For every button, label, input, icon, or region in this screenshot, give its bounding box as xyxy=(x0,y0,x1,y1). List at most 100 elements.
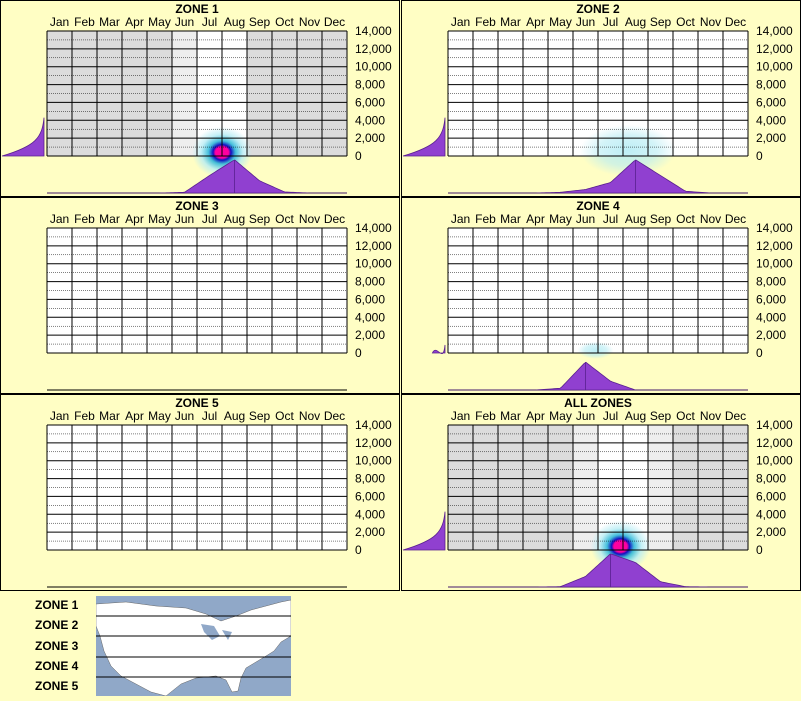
month-label: Jan xyxy=(50,15,69,29)
month-label: May xyxy=(549,212,572,226)
elevation-tick-label: 14,000 xyxy=(355,24,392,38)
elevation-tick-label: 0 xyxy=(355,543,362,557)
panel-border xyxy=(0,197,400,394)
month-label: Jan xyxy=(50,212,69,226)
month-label: May xyxy=(148,212,171,226)
gray-month-band xyxy=(72,31,97,156)
month-label: Jul xyxy=(603,15,618,29)
elevation-tick-label: 14,000 xyxy=(756,418,793,432)
zone-panel: ZONE 1 Jan Feb Mar Apr May Jun Jul Aug Sep Oct Nov D… xyxy=(0,0,400,197)
month-distribution-curve xyxy=(448,361,748,391)
legend-zone-5: ZONE 5 xyxy=(35,679,79,693)
elevation-tick-label: 0 xyxy=(756,346,763,360)
elevation-tick-label: 4,000 xyxy=(355,310,385,324)
elevation-tick-label: 6,000 xyxy=(756,489,786,503)
month-label: Sep xyxy=(249,15,271,29)
elevation-tick-label: 2,000 xyxy=(355,328,385,342)
elevation-tick-label: 14,000 xyxy=(355,418,392,432)
month-label: Feb xyxy=(74,212,95,226)
elevation-tick-label: 12,000 xyxy=(756,239,793,253)
panel-title: ZONE 2 xyxy=(576,2,620,16)
month-label: Jan xyxy=(50,409,69,423)
month-label: Aug xyxy=(625,212,646,226)
elevation-tick-label: 0 xyxy=(756,543,763,557)
elevation-tick-label: 10,000 xyxy=(756,454,793,468)
panel-title: ZONE 5 xyxy=(175,396,219,410)
elevation-tick-label: 10,000 xyxy=(355,60,392,74)
elevation-tick-label: 0 xyxy=(355,149,362,163)
month-label: Sep xyxy=(650,409,672,423)
month-label: Mar xyxy=(500,212,521,226)
zone-panel: ZONE 5 Jan Feb Mar Apr May Jun Jul Aug Sep Oct Nov D… xyxy=(0,394,400,591)
elevation-tick-label: 6,000 xyxy=(355,489,385,503)
elevation-tick-label: 2,000 xyxy=(756,525,786,539)
month-label: Jul xyxy=(202,409,217,423)
elevation-tick-label: 12,000 xyxy=(355,42,392,56)
month-label: Mar xyxy=(500,409,521,423)
month-label: Jun xyxy=(576,409,595,423)
elevation-tick-label: 6,000 xyxy=(756,292,786,306)
month-label: May xyxy=(549,15,572,29)
map-land xyxy=(96,599,291,696)
panel-title: ZONE 3 xyxy=(175,199,219,213)
month-label: Apr xyxy=(526,409,545,423)
month-label: Dec xyxy=(324,409,345,423)
month-label: Apr xyxy=(125,409,144,423)
elevation-tick-label: 4,000 xyxy=(756,507,786,521)
month-label: Jan xyxy=(451,212,470,226)
month-label: Dec xyxy=(725,409,746,423)
elevation-tick-label: 12,000 xyxy=(355,436,392,450)
month-label: Feb xyxy=(475,409,496,423)
month-label: Apr xyxy=(125,15,144,29)
zone-legend: ZONE 1 ZONE 2 ZONE 3 ZONE 4 ZONE 5 xyxy=(0,591,801,701)
month-distribution-curve xyxy=(47,159,347,194)
elevation-distribution-curve xyxy=(402,511,446,551)
month-label: Sep xyxy=(249,409,271,423)
month-label: Jul xyxy=(603,212,618,226)
elevation-tick-label: 0 xyxy=(756,149,763,163)
month-label: Feb xyxy=(74,409,95,423)
month-label: Sep xyxy=(249,212,271,226)
elevation-distribution-curve xyxy=(1,117,45,157)
month-label: Jun xyxy=(576,15,595,29)
zone-panel: ALL ZONES Jan Feb Mar Apr May Jun Jul Aug Sep Oct N… xyxy=(401,394,801,591)
zone-panel: ZONE 4 Jan Feb Mar Apr May Jun Jul Aug Sep Oct Nov D… xyxy=(401,197,801,394)
elevation-tick-label: 2,000 xyxy=(355,525,385,539)
month-label: Apr xyxy=(526,212,545,226)
gray-month-band xyxy=(523,425,548,550)
month-label: Sep xyxy=(650,15,672,29)
elevation-tick-label: 10,000 xyxy=(756,257,793,271)
month-label: Nov xyxy=(700,212,721,226)
month-label: Jun xyxy=(175,212,194,226)
elevation-tick-label: 6,000 xyxy=(756,95,786,109)
month-label: Mar xyxy=(99,409,120,423)
month-label: Jun xyxy=(576,212,595,226)
zone-charts-svg: ZONE 1 Jan Feb Mar Apr May Jun Jul Aug Sep Oct Nov D… xyxy=(0,0,801,591)
month-label: Apr xyxy=(125,212,144,226)
light-gray-month-band xyxy=(172,31,197,156)
month-label: Aug xyxy=(625,409,646,423)
legend-zone-3: ZONE 3 xyxy=(35,639,79,653)
month-label: Feb xyxy=(74,15,95,29)
month-distribution-curve xyxy=(448,553,748,588)
month-label: Feb xyxy=(475,212,496,226)
panel-title: ALL ZONES xyxy=(564,396,632,410)
month-label: Nov xyxy=(700,409,721,423)
elevation-tick-label: 12,000 xyxy=(756,436,793,450)
month-label: Jul xyxy=(603,409,618,423)
elevation-tick-label: 8,000 xyxy=(355,472,385,486)
month-label: Dec xyxy=(725,15,746,29)
gray-month-band xyxy=(322,31,347,156)
month-label: Dec xyxy=(324,15,345,29)
elevation-tick-label: 14,000 xyxy=(756,221,793,235)
elevation-tick-label: 8,000 xyxy=(756,275,786,289)
month-label: Jul xyxy=(202,15,217,29)
panel-border xyxy=(0,394,400,591)
month-label: Jun xyxy=(175,409,194,423)
gray-month-band xyxy=(723,425,748,550)
month-label: Oct xyxy=(275,409,294,423)
month-label: Oct xyxy=(676,15,695,29)
month-label: Oct xyxy=(275,15,294,29)
month-label: Oct xyxy=(676,409,695,423)
gray-month-band xyxy=(673,425,698,550)
